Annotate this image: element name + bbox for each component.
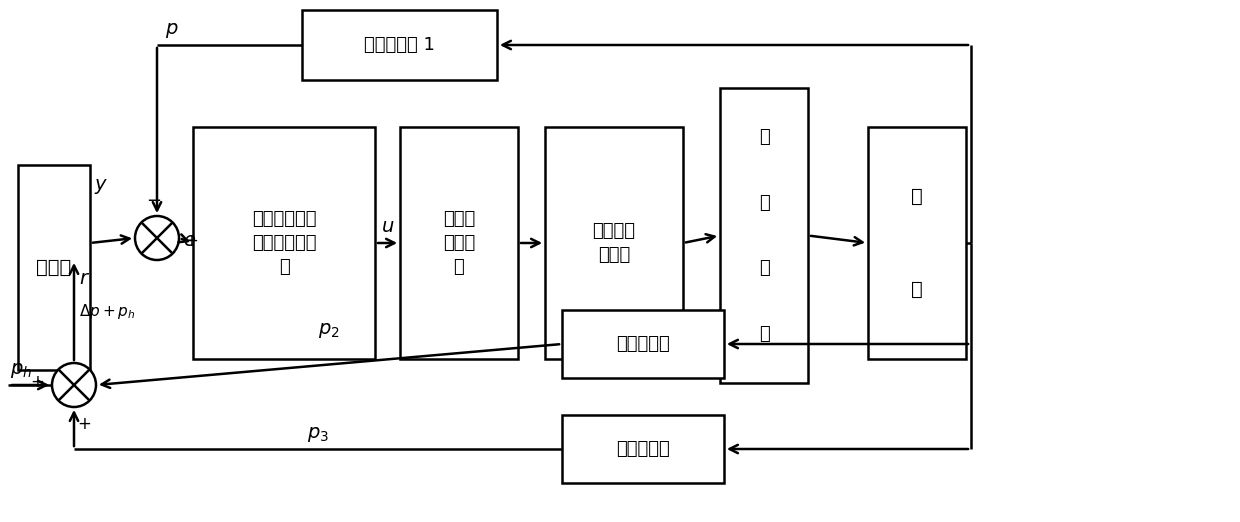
Bar	[562, 415, 724, 483]
Bar	[19, 165, 91, 370]
Bar	[868, 127, 966, 359]
Text: 压: 压	[759, 194, 769, 212]
Text: $\Delta p+p_h$: $\Delta p+p_h$	[79, 302, 135, 321]
Text: $y$: $y$	[94, 177, 108, 196]
Text: 负: 负	[911, 187, 923, 206]
Text: 马: 马	[759, 259, 769, 277]
Text: $u$: $u$	[381, 218, 394, 236]
Circle shape	[52, 363, 95, 407]
Bar	[546, 127, 683, 359]
Text: $+$: $+$	[30, 373, 43, 391]
Text: 初始値: 初始値	[36, 258, 72, 277]
Text: $p_h$: $p_h$	[10, 362, 32, 381]
Text: $p_3$: $p_3$	[308, 425, 329, 445]
Text: $+$: $+$	[184, 232, 198, 250]
Text: $-$: $-$	[146, 190, 161, 208]
Bar	[193, 127, 374, 359]
Text: 电液比
例溢流
阀: 电液比 例溢流 阀	[443, 210, 475, 276]
Text: $r$: $r$	[79, 268, 91, 288]
Bar	[720, 88, 808, 383]
Bar	[303, 10, 497, 80]
Circle shape	[135, 216, 179, 260]
Text: 电磁比例
换向阀: 电磁比例 换向阀	[593, 222, 635, 264]
Text: 压力传感器: 压力传感器	[616, 335, 670, 353]
Text: $+$: $+$	[77, 415, 91, 433]
Text: 压力传感器 1: 压力传感器 1	[365, 36, 435, 54]
Bar	[401, 127, 518, 359]
Text: 载: 载	[911, 280, 923, 299]
Text: 达: 达	[759, 325, 769, 343]
Text: $e$: $e$	[184, 231, 196, 250]
Text: 压力传感器: 压力传感器	[616, 440, 670, 458]
Text: 液: 液	[759, 128, 769, 146]
Text: $p_2$: $p_2$	[319, 321, 340, 339]
Text: 自适应模糊滑
模变结构控制
器: 自适应模糊滑 模变结构控制 器	[252, 210, 316, 276]
Bar	[562, 310, 724, 378]
Text: $p$: $p$	[165, 21, 179, 41]
